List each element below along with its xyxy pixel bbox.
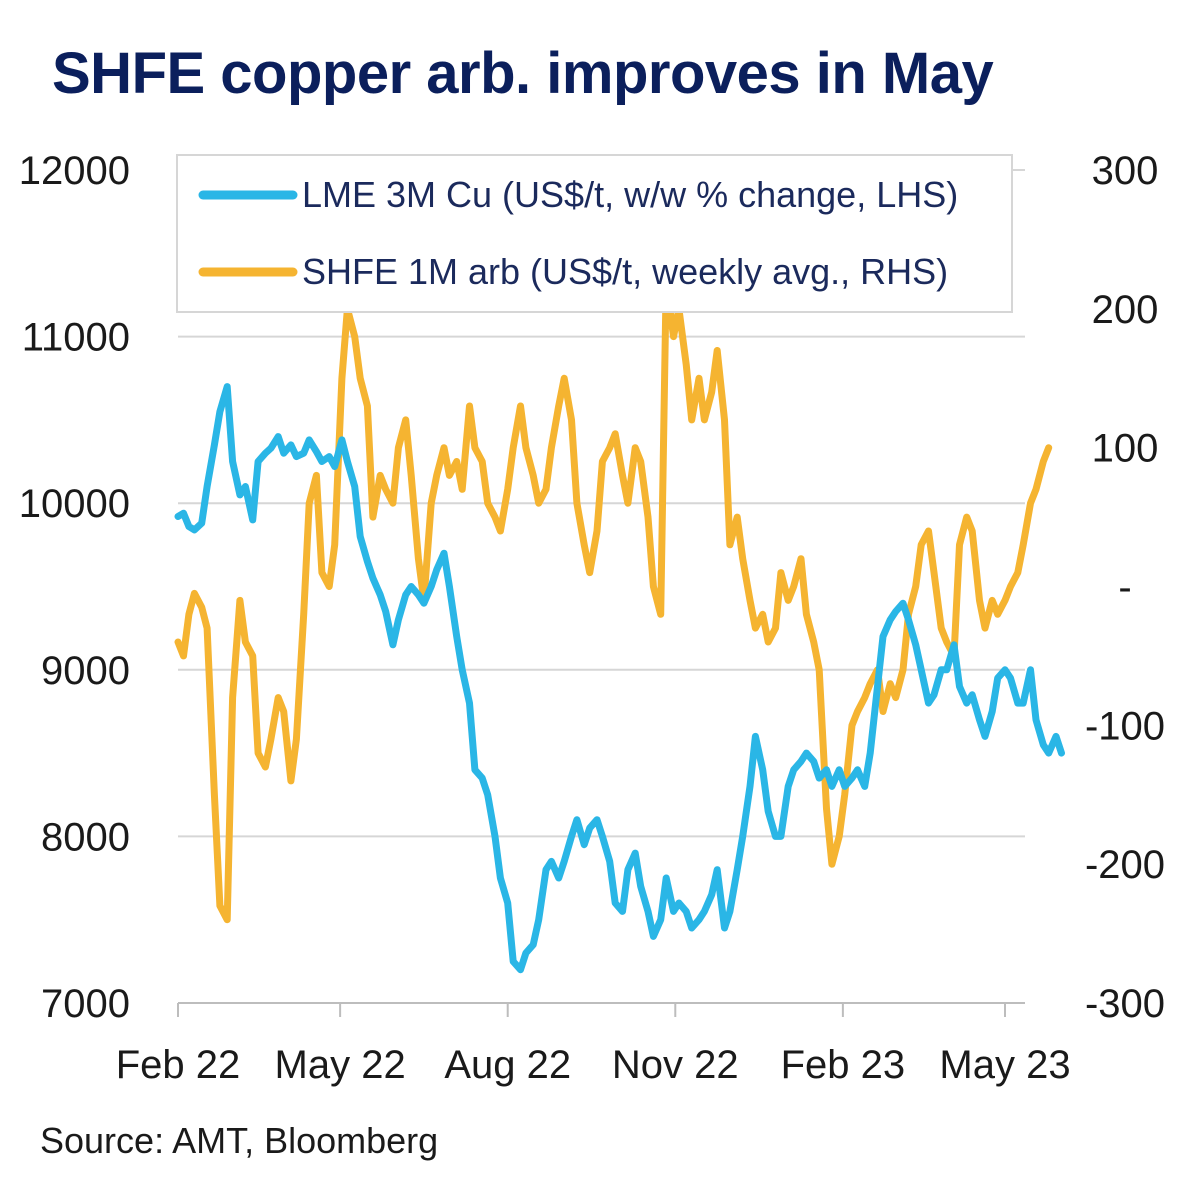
y-right-tick-label: 200: [1092, 288, 1159, 332]
y-right-tick-label: 300: [1092, 149, 1159, 193]
y-right-tick-label: -: [1118, 566, 1131, 610]
x-tick-label: Feb 23: [781, 1043, 906, 1087]
y-right-tick-label: 100: [1092, 427, 1159, 471]
shfe-1m-arb-line: [174, 277, 1053, 924]
y-right-tick-label: -300: [1085, 982, 1165, 1026]
legend-label-shfe: SHFE 1M arb (US$/t, weekly avg., RHS): [302, 251, 948, 292]
axes: 12000 11000 10000 9000 8000 7000 300 200 100 - -10…: [19, 149, 1165, 1087]
y-right-tick-label: -200: [1085, 843, 1165, 887]
y-left-tick-label: 8000: [41, 815, 130, 859]
lme-3m-cu-line: [174, 383, 1065, 974]
source-note: Source: AMT, Bloomberg: [40, 1120, 439, 1161]
y-left-tick-label: 9000: [41, 649, 130, 693]
x-tick-label: May 22: [275, 1043, 406, 1087]
y-left-tick-label: 7000: [41, 982, 130, 1026]
x-tick-label: Aug 22: [444, 1043, 571, 1087]
chart-title: SHFE copper arb. improves in May: [52, 41, 994, 106]
x-tick-label: Nov 22: [612, 1043, 739, 1087]
y-left-tick-label: 10000: [19, 482, 130, 526]
legend-label-lme: LME 3M Cu (US$/t, w/w % change, LHS): [302, 174, 958, 215]
legend: LME 3M Cu (US$/t, w/w % change, LHS) SHFE…: [176, 154, 1013, 313]
series-lines: [174, 277, 1065, 974]
x-tick-label: Feb 22: [116, 1043, 241, 1087]
legend-box: [176, 154, 1013, 313]
y-left-tick-label: 11000: [22, 316, 130, 360]
y-right-tick-label: -100: [1085, 704, 1165, 748]
x-tick-label: May 23: [939, 1043, 1070, 1087]
y-left-tick-label: 12000: [19, 149, 130, 193]
